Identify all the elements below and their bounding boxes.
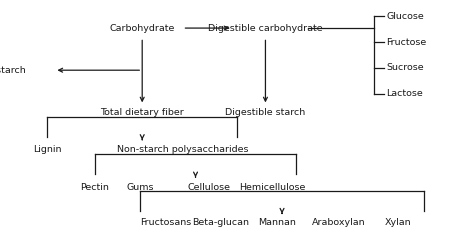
Text: Lactose: Lactose bbox=[386, 89, 423, 98]
Text: Glucose: Glucose bbox=[386, 12, 424, 21]
Text: Araboxylan: Araboxylan bbox=[312, 218, 366, 227]
Text: Hemicellulose: Hemicellulose bbox=[239, 183, 306, 192]
Text: Resistant starch: Resistant starch bbox=[0, 66, 26, 75]
Text: Carbohydrate: Carbohydrate bbox=[109, 24, 175, 33]
Text: Non-starch polysaccharides: Non-starch polysaccharides bbox=[117, 145, 248, 154]
Text: Sucrose: Sucrose bbox=[386, 63, 424, 72]
Text: Digestible carbohydrate: Digestible carbohydrate bbox=[208, 24, 323, 33]
Text: Mannan: Mannan bbox=[258, 218, 296, 227]
Text: Fructose: Fructose bbox=[386, 38, 427, 47]
Text: Pectin: Pectin bbox=[81, 183, 109, 192]
Text: Lignin: Lignin bbox=[33, 145, 62, 154]
Text: Fructosans: Fructosans bbox=[140, 218, 191, 227]
Text: Beta-glucan: Beta-glucan bbox=[192, 218, 249, 227]
Text: Total dietary fiber: Total dietary fiber bbox=[100, 108, 184, 117]
Text: Xylan: Xylan bbox=[385, 218, 411, 227]
Text: Gums: Gums bbox=[126, 183, 154, 192]
Text: Digestible starch: Digestible starch bbox=[225, 108, 306, 117]
Text: Cellulose: Cellulose bbox=[187, 183, 230, 192]
